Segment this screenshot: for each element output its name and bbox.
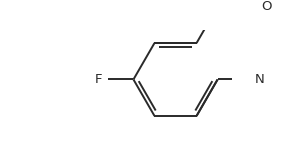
Text: F: F: [94, 73, 102, 86]
Text: N: N: [255, 73, 264, 86]
Text: O: O: [262, 0, 272, 13]
